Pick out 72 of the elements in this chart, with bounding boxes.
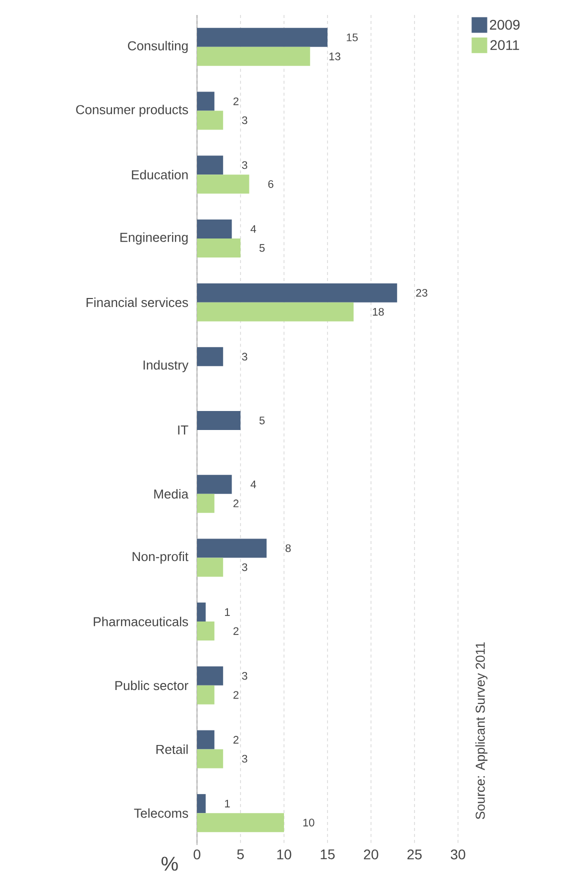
bar	[197, 110, 224, 130]
bar	[197, 538, 267, 558]
data-label: 2	[233, 500, 238, 508]
data-label: 5	[259, 416, 265, 424]
bar	[197, 622, 214, 641]
y-tick-label: Retail	[156, 744, 188, 754]
data-label: 3	[242, 672, 248, 680]
data-label: 1	[225, 800, 230, 808]
x-tick-label: 5	[237, 850, 244, 860]
data-label: 3	[242, 352, 248, 361]
bar	[197, 283, 398, 302]
y-tick-label: Non-profit	[132, 552, 188, 564]
data-label: 4	[250, 480, 256, 488]
legend-label: 2011	[490, 40, 520, 50]
data-label: 2	[233, 97, 238, 106]
x-tick-label: 15	[320, 850, 335, 860]
data-label: 2	[233, 736, 238, 744]
data-label: 10	[303, 818, 314, 826]
y-tick-label: Education	[132, 170, 188, 180]
data-label: 18	[372, 308, 384, 316]
bar	[197, 794, 206, 814]
y-tick-label: Public sector	[115, 680, 188, 690]
bar	[197, 347, 224, 366]
legend-label: 2009	[490, 20, 520, 30]
x-tick-label: 10	[277, 850, 292, 860]
y-tick-label: Consumer products	[76, 104, 188, 117]
bar	[197, 156, 224, 175]
data-label: 2	[233, 691, 238, 699]
bar	[197, 602, 206, 622]
bar	[197, 46, 310, 66]
y-tick-label: Media	[154, 489, 188, 499]
bar	[197, 685, 214, 704]
y-tick-label: Consulting	[128, 40, 188, 53]
y-tick-label: Industry	[144, 360, 188, 372]
y-tick-label: Pharmaceuticals	[94, 616, 188, 626]
data-label: 6	[268, 180, 274, 188]
data-label: 3	[242, 563, 248, 572]
x-axis-title: %	[162, 856, 178, 871]
bar	[197, 474, 232, 494]
bar	[197, 558, 224, 577]
data-label: 3	[242, 754, 248, 763]
data-label: 2	[233, 627, 238, 635]
bar	[197, 730, 214, 750]
bar	[197, 813, 284, 832]
source-note: Source: Applicant Survey 2011	[475, 642, 488, 820]
bar	[197, 666, 224, 686]
y-tick-label: IT	[178, 426, 188, 434]
data-label: 23	[416, 288, 428, 297]
bar	[197, 92, 214, 111]
bar	[197, 494, 214, 513]
bar	[197, 238, 240, 258]
bar	[197, 28, 328, 47]
data-label: 3	[242, 161, 248, 169]
x-tick-label: 0	[194, 850, 200, 860]
y-tick-label: Engineering	[120, 232, 188, 244]
data-label: 5	[259, 244, 265, 252]
data-label: 1	[225, 608, 230, 616]
bar	[197, 411, 240, 430]
x-tick-label: 20	[364, 850, 378, 860]
bar	[197, 219, 232, 238]
data-label: 15	[346, 34, 358, 42]
bar	[197, 749, 224, 768]
data-label: 8	[286, 544, 291, 552]
y-tick-label: Financial services	[86, 298, 188, 308]
y-tick-label: Telecoms	[134, 808, 188, 818]
data-label: 3	[242, 116, 248, 124]
x-tick-label: 25	[407, 850, 422, 860]
data-label: 13	[329, 52, 340, 60]
bar	[197, 174, 250, 194]
data-label: 4	[250, 225, 256, 233]
x-tick-label: 30	[450, 850, 466, 860]
bar	[197, 302, 354, 322]
